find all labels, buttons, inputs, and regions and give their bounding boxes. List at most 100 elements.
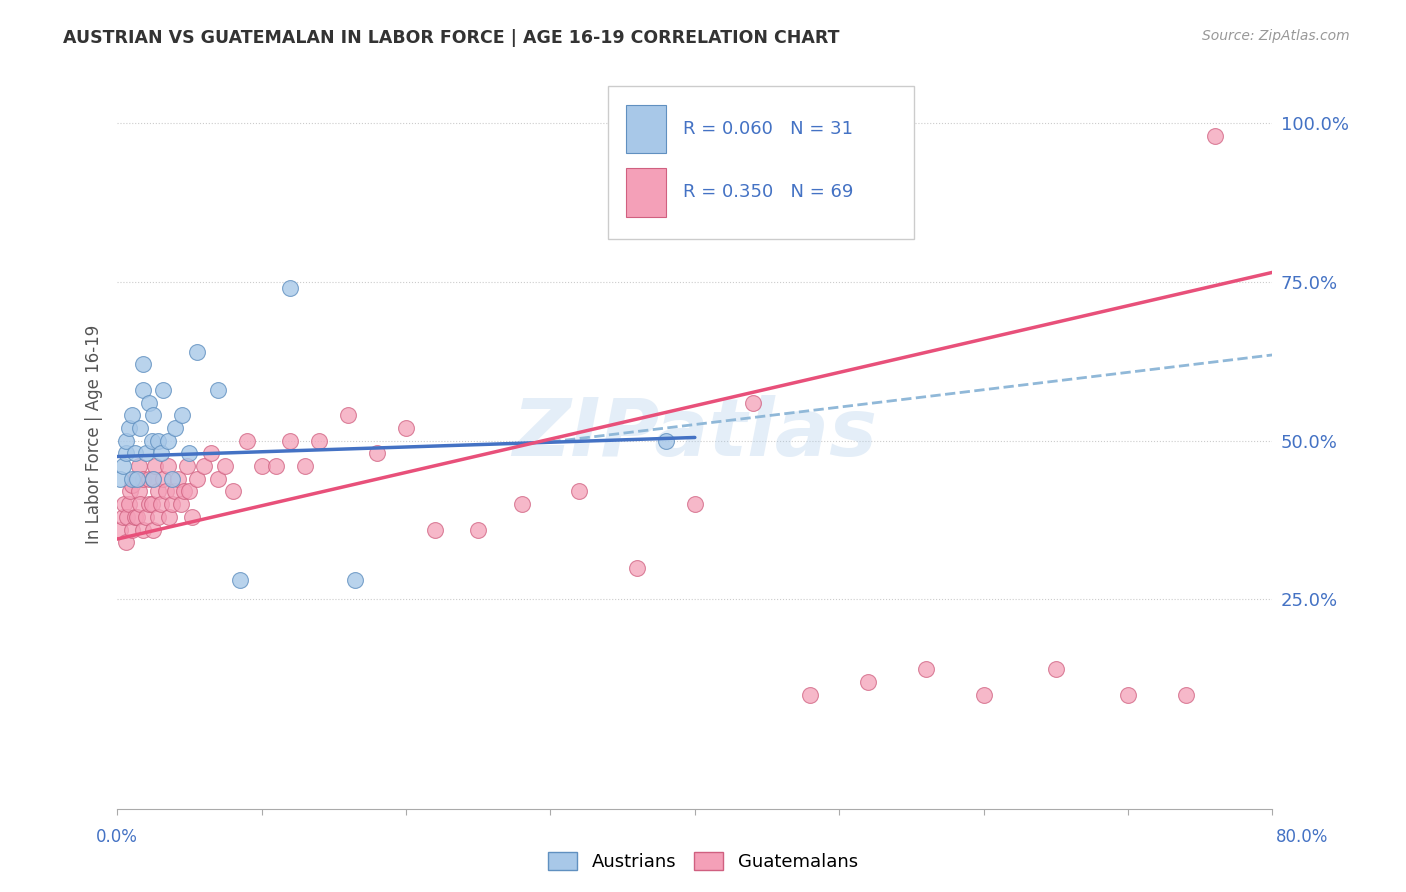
- Point: [132, 523, 155, 537]
- Point: [115, 535, 138, 549]
- Point: [152, 472, 174, 486]
- Point: [176, 458, 198, 473]
- Point: [214, 458, 236, 473]
- Point: [143, 458, 166, 473]
- Bar: [626, 169, 666, 217]
- Point: [115, 446, 138, 460]
- Point: [856, 675, 879, 690]
- Text: AUSTRIAN VS GUATEMALAN IN LABOR FORCE | AGE 16-19 CORRELATION CHART: AUSTRIAN VS GUATEMALAN IN LABOR FORCE | …: [63, 29, 839, 46]
- Point: [160, 497, 183, 511]
- Point: [152, 383, 174, 397]
- Point: [337, 409, 360, 423]
- Point: [142, 472, 165, 486]
- Point: [200, 446, 222, 460]
- Text: Source: ZipAtlas.com: Source: ZipAtlas.com: [1202, 29, 1350, 43]
- Point: [156, 434, 179, 448]
- Point: [142, 472, 165, 486]
- Point: [179, 484, 201, 499]
- Point: [132, 358, 155, 372]
- Point: [138, 395, 160, 409]
- Point: [132, 472, 155, 486]
- Point: [1204, 128, 1226, 143]
- Point: [118, 497, 141, 511]
- Point: [172, 409, 194, 423]
- Point: [128, 484, 150, 499]
- Point: [229, 574, 252, 588]
- Point: [366, 446, 388, 460]
- Point: [112, 497, 135, 511]
- Point: [163, 484, 186, 499]
- Point: [741, 395, 763, 409]
- Text: R = 0.060   N = 31: R = 0.060 N = 31: [683, 120, 853, 137]
- Point: [193, 458, 215, 473]
- Y-axis label: In Labor Force | Age 16-19: In Labor Force | Age 16-19: [86, 325, 103, 544]
- Point: [142, 409, 165, 423]
- Point: [207, 383, 229, 397]
- Legend: Austrians, Guatemalans: Austrians, Guatemalans: [541, 845, 865, 879]
- Point: [166, 472, 188, 486]
- Point: [160, 472, 183, 486]
- Point: [111, 458, 134, 473]
- Point: [294, 458, 316, 473]
- Text: 80.0%: 80.0%: [1277, 828, 1329, 846]
- Point: [141, 497, 163, 511]
- Point: [120, 484, 142, 499]
- FancyBboxPatch shape: [609, 86, 914, 239]
- Point: [250, 458, 273, 473]
- Point: [135, 509, 157, 524]
- Point: [1045, 662, 1067, 676]
- Point: [222, 484, 245, 499]
- Point: [108, 523, 131, 537]
- Point: [163, 421, 186, 435]
- Point: [186, 472, 208, 486]
- Point: [149, 446, 172, 460]
- Point: [170, 497, 193, 511]
- Point: [467, 523, 489, 537]
- Point: [117, 509, 139, 524]
- Point: [179, 446, 201, 460]
- Point: [146, 484, 169, 499]
- Point: [111, 509, 134, 524]
- Point: [149, 497, 172, 511]
- Text: ZIPatlas: ZIPatlas: [512, 395, 877, 474]
- Point: [1174, 688, 1197, 702]
- Point: [683, 497, 706, 511]
- Point: [181, 509, 204, 524]
- Point: [395, 421, 418, 435]
- Bar: [626, 104, 666, 153]
- Point: [128, 458, 150, 473]
- Point: [156, 458, 179, 473]
- Point: [124, 446, 146, 460]
- Point: [626, 560, 648, 574]
- Point: [155, 484, 177, 499]
- Text: 0.0%: 0.0%: [96, 828, 138, 846]
- Point: [138, 472, 160, 486]
- Point: [115, 434, 138, 448]
- Point: [173, 484, 195, 499]
- Point: [799, 688, 821, 702]
- Point: [108, 472, 131, 486]
- Point: [280, 281, 302, 295]
- Point: [264, 458, 287, 473]
- Point: [142, 523, 165, 537]
- Point: [138, 497, 160, 511]
- Point: [124, 509, 146, 524]
- Point: [135, 446, 157, 460]
- Text: R = 0.350   N = 69: R = 0.350 N = 69: [683, 183, 853, 202]
- Point: [655, 434, 678, 448]
- Point: [121, 409, 143, 423]
- Point: [121, 478, 143, 492]
- Point: [129, 421, 152, 435]
- Point: [118, 421, 141, 435]
- Point: [146, 509, 169, 524]
- Point: [308, 434, 330, 448]
- Point: [344, 574, 367, 588]
- Point: [141, 434, 163, 448]
- Point: [915, 662, 938, 676]
- Point: [127, 472, 149, 486]
- Point: [121, 523, 143, 537]
- Point: [121, 472, 143, 486]
- Point: [129, 497, 152, 511]
- Point: [146, 434, 169, 448]
- Point: [236, 434, 259, 448]
